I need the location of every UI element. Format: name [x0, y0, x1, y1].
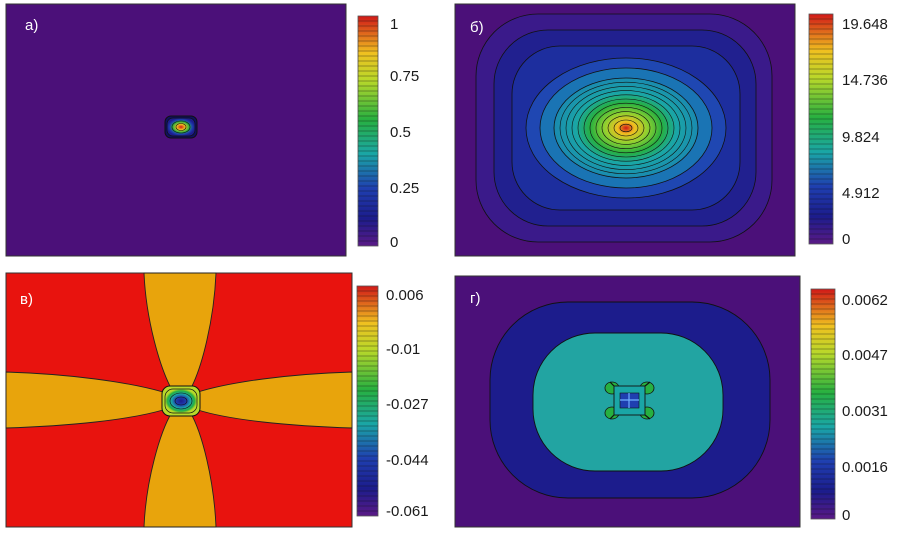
panel-b-label: б)	[470, 19, 484, 36]
panel-b-contour-line	[559, 81, 693, 175]
panel-b-tick-label: 4.912	[842, 185, 880, 202]
panel-v-tick-label: -0.027	[386, 396, 429, 413]
panel-g: г) 0.0062 0.0047 0.0031 0.0016 0	[454, 275, 888, 528]
panel-g-tick-label: 0.0062	[842, 292, 888, 309]
panel-b-contour-band	[553, 77, 699, 179]
panel-b-contour-line	[577, 94, 675, 162]
panel-b-contour-line	[583, 98, 669, 158]
panel-b-colorbar-contours	[809, 18, 833, 240]
panel-a-peak-contour	[171, 120, 191, 134]
panel-a-tick-label: 0.5	[390, 124, 411, 141]
panel-a: а) 1 0.75 0.5 0.25 0	[5, 3, 419, 257]
panel-a-tick-label: 0	[390, 234, 398, 251]
panel-v-tick-label: -0.01	[386, 341, 420, 358]
panel-g-tick-label: 0.0031	[842, 403, 888, 420]
panel-b: б) 19.648 14.736 9.824 4.912 0	[454, 3, 888, 257]
panel-a-colorbar-contours	[358, 20, 378, 242]
panel-b-tick-label: 14.736	[842, 72, 888, 89]
panel-v-label: в)	[20, 291, 33, 308]
panel-g-arm	[644, 414, 651, 420]
panel-v-center-contour	[174, 396, 188, 406]
panel-b-contour-line	[565, 86, 687, 170]
panel-b-tick-label: 0	[842, 231, 850, 248]
panel-b-contour-line	[619, 123, 633, 133]
panel-g-arm	[609, 414, 615, 420]
panel-b-inner-contours	[559, 81, 693, 175]
panel-g-label: г)	[470, 290, 480, 307]
panel-g-arm	[644, 381, 651, 387]
panel-b-contour-line	[589, 102, 663, 154]
panel-g-arm	[609, 381, 615, 387]
panel-v-tick-label: -0.061	[386, 503, 429, 520]
panel-v: в) 0.006 -0.01 -0.027 -0.044 -0.061	[5, 272, 429, 528]
panel-a-label: а)	[25, 17, 38, 34]
panel-b-contour-line	[613, 119, 639, 137]
panel-b-contour-line	[571, 90, 681, 166]
panel-a-peak	[166, 117, 196, 137]
panel-b-contour-line	[601, 111, 651, 145]
panel-g-tick-label: 0	[842, 507, 850, 524]
panel-b-contour-line	[607, 115, 645, 141]
panel-b-tick-label: 9.824	[842, 129, 880, 146]
panel-a-peak-contour	[175, 123, 187, 131]
panel-b-contour-line	[595, 107, 657, 149]
panel-v-center	[164, 388, 198, 414]
panel-a-tick-label: 0.25	[390, 180, 419, 197]
panel-a-tick-label: 0.75	[390, 68, 419, 85]
panel-v-tick-label: 0.006	[386, 287, 424, 304]
panel-g-center-feature	[604, 381, 655, 420]
panel-v-colorbar-contours	[357, 290, 378, 512]
panel-g-tick-label: 0.0047	[842, 347, 888, 364]
panel-v-center-contour	[169, 392, 193, 410]
panel-g-tick-label: 0.0016	[842, 459, 888, 476]
panel-a-tick-label: 1	[390, 16, 398, 33]
panel-b-tick-label: 19.648	[842, 16, 888, 33]
panel-g-colorbar-contours	[811, 293, 835, 515]
panel-v-tick-label: -0.044	[386, 452, 429, 469]
